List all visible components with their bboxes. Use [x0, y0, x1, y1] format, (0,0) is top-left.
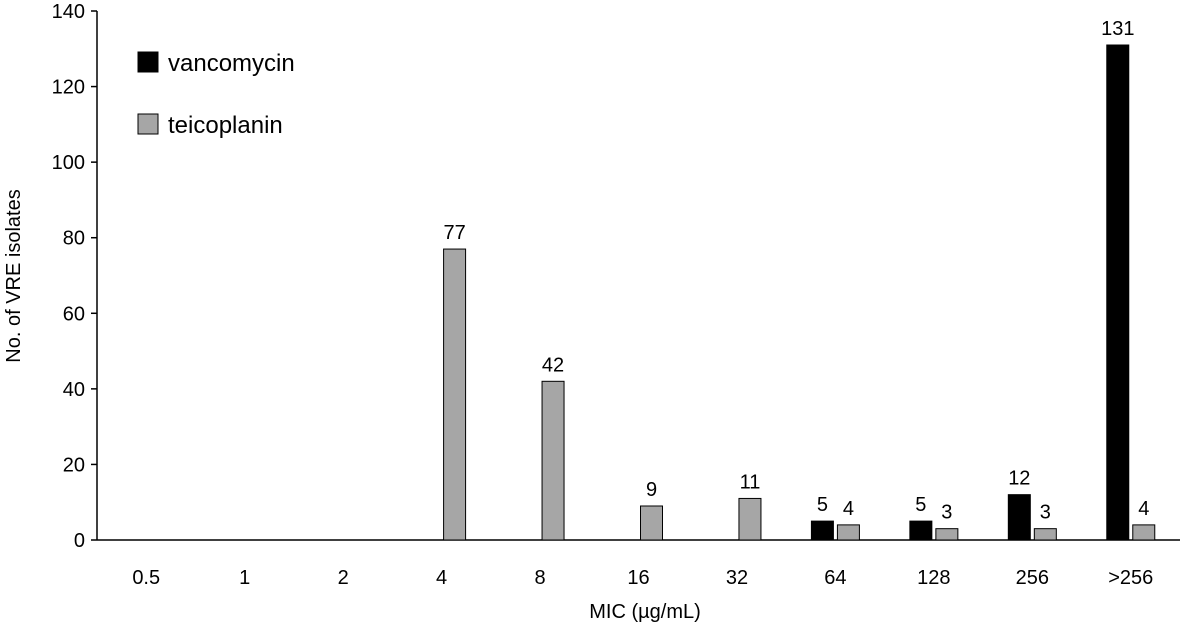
- data-label-teicoplanin: 4: [1138, 498, 1149, 520]
- data-label-teicoplanin: 77: [443, 222, 465, 244]
- data-label-teicoplanin: 9: [646, 479, 657, 501]
- x-tick-label: >256: [1108, 567, 1153, 589]
- x-tick-label: 64: [824, 567, 846, 589]
- data-label-teicoplanin: 3: [1040, 502, 1051, 524]
- bars: [443, 44, 1156, 541]
- x-tick-label: 128: [917, 567, 950, 589]
- bar-teicoplanin: [443, 248, 467, 541]
- data-label-teicoplanin: 11: [740, 471, 761, 493]
- x-tick-label: 32: [726, 567, 748, 589]
- x-tick-label: 16: [627, 567, 649, 589]
- legend-label-teicoplanin: teicoplanin: [168, 112, 283, 139]
- y-tick-label: 80: [63, 228, 85, 250]
- bar-teicoplanin: [1033, 528, 1057, 541]
- x-tick-label: 256: [1016, 567, 1049, 589]
- data-label-vancomycin: 5: [817, 494, 828, 516]
- bar-teicoplanin: [1132, 524, 1156, 541]
- bar-teicoplanin: [836, 524, 860, 541]
- bar-vancomycin: [909, 520, 933, 541]
- y-tick-label: 20: [63, 454, 85, 476]
- y-tick-label: 60: [63, 303, 85, 325]
- bar-teicoplanin: [935, 528, 959, 541]
- x-tick-label: 0.5: [132, 567, 160, 589]
- data-label-teicoplanin: 4: [843, 498, 854, 520]
- data-label-teicoplanin: 42: [542, 354, 564, 376]
- data-labels: 5 5 12 131 77 42 9 11 4 3 3 4: [443, 18, 1149, 524]
- data-label-vancomycin: 12: [1008, 468, 1030, 490]
- data-label-vancomycin: 131: [1101, 18, 1134, 40]
- y-axis-title: No. of VRE isolates: [3, 189, 25, 362]
- y-tick-label: 40: [63, 379, 85, 401]
- bar-teicoplanin: [640, 505, 663, 541]
- data-label-vancomycin: 5: [915, 494, 926, 516]
- y-tick-label: 0: [74, 530, 85, 552]
- bar-vancomycin: [1007, 494, 1031, 541]
- legend: vancomycin teicoplanin: [137, 50, 295, 139]
- bar-teicoplanin: [541, 380, 565, 541]
- bar-vancomycin: [1106, 44, 1130, 541]
- x-tick-label: 1: [239, 567, 250, 589]
- x-tick-label: 4: [436, 567, 447, 589]
- data-label-teicoplanin: 3: [941, 502, 952, 524]
- y-tick-label: 100: [52, 152, 85, 174]
- x-tick-label: 2: [338, 567, 349, 589]
- x-axis-title: MIC (µg/mL): [589, 601, 701, 623]
- bar-teicoplanin: [738, 497, 762, 541]
- legend-label-vancomycin: vancomycin: [168, 50, 295, 77]
- x-tick-label: 8: [534, 567, 545, 589]
- legend-swatch-teicoplanin: [137, 113, 159, 135]
- bar-vancomycin: [810, 520, 834, 541]
- y-tick-label: 140: [52, 1, 85, 23]
- legend-swatch-vancomycin: [137, 51, 159, 73]
- y-tick-label: 120: [52, 77, 85, 99]
